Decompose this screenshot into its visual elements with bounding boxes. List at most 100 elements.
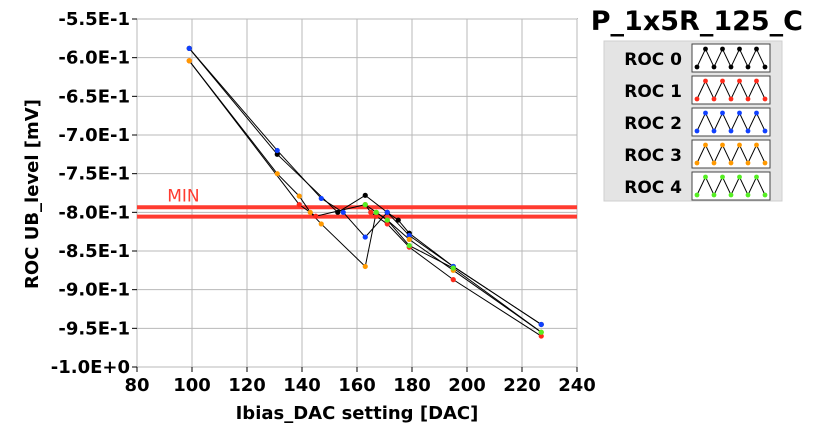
legend-item: ROC 1	[624, 75, 771, 105]
data-point	[406, 242, 412, 249]
y-tick-label: -6.0E-1	[58, 48, 130, 69]
legend: ROC 0 ROC 1 ROC 2 ROC 3 ROC 4	[603, 40, 783, 202]
legend-swatch-marker	[737, 142, 742, 148]
legend-swatch-marker	[711, 64, 717, 70]
series-roc-1	[188, 60, 542, 337]
data-point	[318, 221, 324, 227]
x-tick-label: 240	[558, 375, 596, 396]
legend-swatch-marker	[754, 174, 759, 180]
legend-swatch-marker	[711, 96, 717, 102]
data-point	[450, 277, 456, 283]
legend-swatch-marker	[720, 142, 725, 148]
points-roc-4	[362, 202, 544, 335]
data-point	[373, 209, 379, 215]
y-tick-label: -8.5E-1	[58, 241, 130, 262]
legend-swatch-marker	[703, 142, 708, 148]
legend-swatch-marker	[762, 128, 768, 134]
data-point	[538, 321, 544, 328]
legend-swatch-marker	[745, 96, 751, 102]
data-point	[362, 192, 368, 198]
y-tick-label: -9.0E-1	[58, 280, 130, 301]
x-tick-label: 180	[393, 375, 431, 396]
y-tick-label: -6.5E-1	[58, 86, 130, 107]
data-point	[406, 236, 412, 242]
legend-swatch-marker	[728, 160, 734, 166]
legend-swatch-marker	[694, 192, 700, 198]
data-point	[538, 333, 544, 339]
y-tick-label: -7.0E-1	[58, 125, 130, 146]
data-point	[450, 265, 456, 271]
data-point	[406, 232, 412, 239]
min-threshold-band: MIN	[137, 186, 577, 219]
y-tick-label: -7.5E-1	[58, 164, 130, 185]
legend-swatch-marker	[728, 192, 734, 198]
legend-swatch-marker	[694, 96, 700, 102]
legend-swatch-marker	[703, 46, 708, 52]
data-point	[296, 193, 302, 199]
legend-swatch-marker	[745, 64, 751, 70]
legend-swatch-marker	[728, 64, 734, 70]
legend-item: ROC 2	[624, 107, 771, 137]
legend-item: ROC 4	[624, 171, 771, 201]
legend-label: ROC 2	[624, 114, 682, 134]
legend-swatch-marker	[728, 128, 734, 134]
legend-swatch-marker	[762, 192, 768, 198]
y-axis-ticks: -5.5E-1 -6.0E-1 -6.5E-1 -7.0E-1 -7.5E-1 -8.0E…	[51, 9, 137, 378]
legend-swatch-marker	[720, 78, 725, 84]
series-line	[188, 60, 542, 337]
legend-swatch-marker	[745, 192, 751, 198]
legend-swatch-marker	[737, 46, 742, 52]
legend-swatch-marker	[745, 160, 751, 166]
x-tick-label: 160	[338, 375, 376, 396]
legend-item: ROC 0	[624, 43, 771, 73]
legend-swatch-marker	[694, 64, 700, 70]
legend-item: ROC 3	[624, 139, 771, 169]
legend-swatch-marker	[703, 110, 708, 116]
x-tick-label: 120	[228, 375, 266, 396]
legend-label: ROC 0	[624, 50, 682, 70]
data-point	[538, 329, 544, 335]
legend-swatch-marker	[720, 46, 725, 52]
legend-swatch-marker	[728, 96, 734, 102]
legend-swatch-marker	[754, 46, 759, 52]
legend-swatch-marker	[720, 110, 725, 116]
legend-swatch-marker	[703, 78, 708, 84]
data-point	[373, 213, 379, 219]
min-threshold-label: MIN	[167, 186, 199, 206]
data-point	[186, 45, 192, 51]
data-point	[307, 209, 313, 215]
data-point	[395, 217, 401, 223]
data-point	[296, 202, 302, 208]
data-point	[384, 209, 390, 215]
legend-label: ROC 1	[624, 82, 682, 102]
data-point	[362, 234, 368, 240]
legend-swatch-marker	[720, 174, 725, 180]
legend-swatch-marker	[711, 128, 717, 134]
legend-swatch-marker	[703, 174, 708, 180]
legend-swatch-marker	[737, 110, 742, 116]
x-tick-label: 220	[503, 375, 541, 396]
legend-swatch-marker	[694, 128, 700, 134]
data-point	[313, 213, 319, 219]
y-tick-label: -1.0E+0	[51, 357, 130, 378]
chart-title: P_1x5R_125_C	[591, 6, 803, 37]
legend-swatch-marker	[737, 174, 742, 180]
legend-label: ROC 3	[624, 146, 682, 166]
series-layer	[186, 45, 544, 339]
legend-label: ROC 4	[624, 178, 682, 198]
x-tick-label: 100	[173, 375, 211, 396]
y-tick-label: -5.5E-1	[58, 9, 130, 30]
data-point	[274, 147, 280, 154]
x-tick-label: 80	[124, 375, 149, 396]
x-axis-ticks: 80 100 120 140 160 180 200 220 240	[124, 367, 596, 396]
legend-swatch-marker	[754, 142, 759, 148]
legend-swatch-marker	[711, 192, 717, 198]
data-point	[274, 171, 280, 177]
legend-swatch-marker	[694, 160, 700, 166]
data-point	[362, 263, 368, 270]
legend-swatch-marker	[762, 160, 768, 166]
x-tick-label: 200	[448, 375, 486, 396]
data-point	[335, 209, 341, 215]
y-axis-label: ROC UB_level [mV]	[22, 99, 43, 289]
data-point	[340, 209, 346, 215]
